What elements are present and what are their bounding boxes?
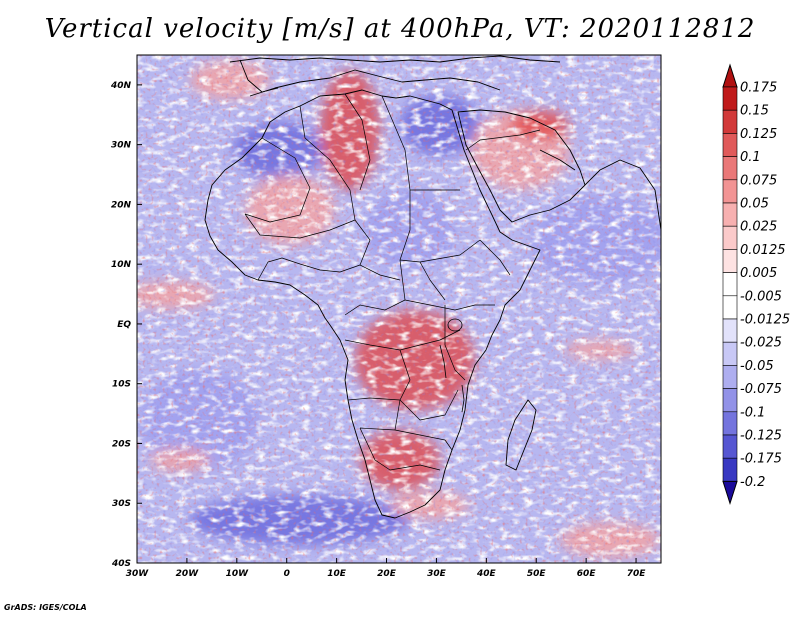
y-tick-label: 10S [112,380,131,390]
border-line [399,349,459,421]
lake-tanganyika [439,344,447,379]
x-tick-label: 30E [427,569,447,579]
border-line [359,427,441,471]
colorbar-swatch [722,272,738,297]
border-line [381,95,460,191]
colorbar-label: 0.025 [740,220,777,235]
y-tick-label: 20S [112,439,131,449]
colorbar-swatch [722,411,738,436]
colorbar-label: 0.05 [740,197,769,212]
map-plot-area [137,55,661,563]
africa-coastline [204,89,541,519]
colorbar-label: 0.005 [740,266,777,281]
lake-malawi [461,384,465,413]
colorbar-label: -0.075 [740,382,782,397]
colorbar-swatch [722,341,738,366]
colorbar-label: 0.15 [740,104,769,119]
border-line [479,239,511,276]
axis-ticks: 30W 20W 10W 0 10E 20E 30E 40E 50E 60E 70E 40N 30N 20N… [110,81,646,579]
border-line [257,257,401,281]
border-line [394,429,453,451]
colorbar-label: -0.175 [740,452,782,467]
colorbar-swatch [722,434,738,459]
border-line [244,137,311,223]
colorbar-label: 0.0125 [740,243,786,258]
border-line [399,190,481,263]
colorbar-top-arrow [722,63,738,88]
y-tick-label: 20N [111,200,132,210]
colorbar-label: -0.1 [740,405,765,420]
y-tick-label: 30S [112,499,131,509]
texture-blue [137,55,661,563]
colorbar-swatch [722,388,738,413]
chart-title: Vertical velocity [m/s] at 400hPa, VT: 2… [44,14,756,44]
y-tick-label: 10N [111,260,132,270]
x-tick-label: 50E [527,569,547,579]
colorbar-swatch [722,133,738,157]
colorbar-label: -0.005 [740,289,782,304]
europe-coastline [229,55,561,63]
colorbar-label: 0.125 [740,127,777,142]
iberia-coast [239,59,279,93]
border-line [299,105,356,221]
mediterranean-north-coast [249,69,501,97]
colorbar-label: 0.175 [740,81,777,96]
x-tick-label: 70E [627,569,647,579]
border-line [404,299,495,311]
colorbar-label: 0.075 [740,173,777,188]
x-tick-label: 20E [377,569,397,579]
y-tick-label: EQ [117,320,131,330]
colorbar-swatch [722,365,738,389]
madagascar-coastline [505,399,537,471]
colorbar-swatch [722,86,738,111]
y-tick-label: 40N [110,81,132,91]
colorbar-label: -0.05 [740,359,774,374]
persian-gulf [539,149,576,171]
colorbar-swatch [722,225,738,250]
country-borders [244,93,541,471]
x-tick-label: 10W [226,569,250,579]
border-line [444,305,466,381]
lake-victoria [447,318,463,332]
colorbar: 0.175 0.15 0.125 0.1 0.075 0.05 0.025 0.0125 0.0… [722,63,790,506]
colorbar-swatch [722,179,738,204]
colorbar-label: -0.0125 [740,313,790,328]
x-tick-label: 20W [176,569,200,579]
colorbar-swatch [722,202,738,227]
colorbar-swatch [722,249,738,273]
colorbar-swatch [722,457,738,482]
colorbar-label: -0.2 [740,475,765,490]
border-line [244,213,371,266]
colorbar-swatch [722,156,738,181]
arabian-sea-coast [584,159,661,231]
border-line [344,259,406,316]
colorbar-swatch [722,318,738,343]
x-tick-label: 0 [284,569,290,579]
colorbar-label: -0.025 [740,336,782,351]
y-tick-label: 40S [111,559,131,569]
border-line [347,397,401,431]
colorbar-swatch [722,109,738,134]
y-tick-label: 30N [111,141,132,151]
map-frame [136,54,662,564]
colorbar-bottom-arrow [722,480,738,506]
border-line [419,261,446,301]
coastlines [204,55,661,519]
border-line [465,129,541,151]
border-line [344,93,371,191]
x-tick-label: 40E [476,569,497,579]
colorbar-swatch [722,295,738,320]
lakes [439,318,465,413]
grads-credit: GrADS: IGES/COLA [4,603,87,612]
x-tick-label: 10E [327,569,347,579]
colorbar-label: 0.1 [740,150,761,165]
colorbar-label: -0.125 [740,429,782,444]
x-tick-label: 60E [577,569,597,579]
x-tick-label: 30W [126,569,150,579]
arabia-coastline [457,109,586,223]
